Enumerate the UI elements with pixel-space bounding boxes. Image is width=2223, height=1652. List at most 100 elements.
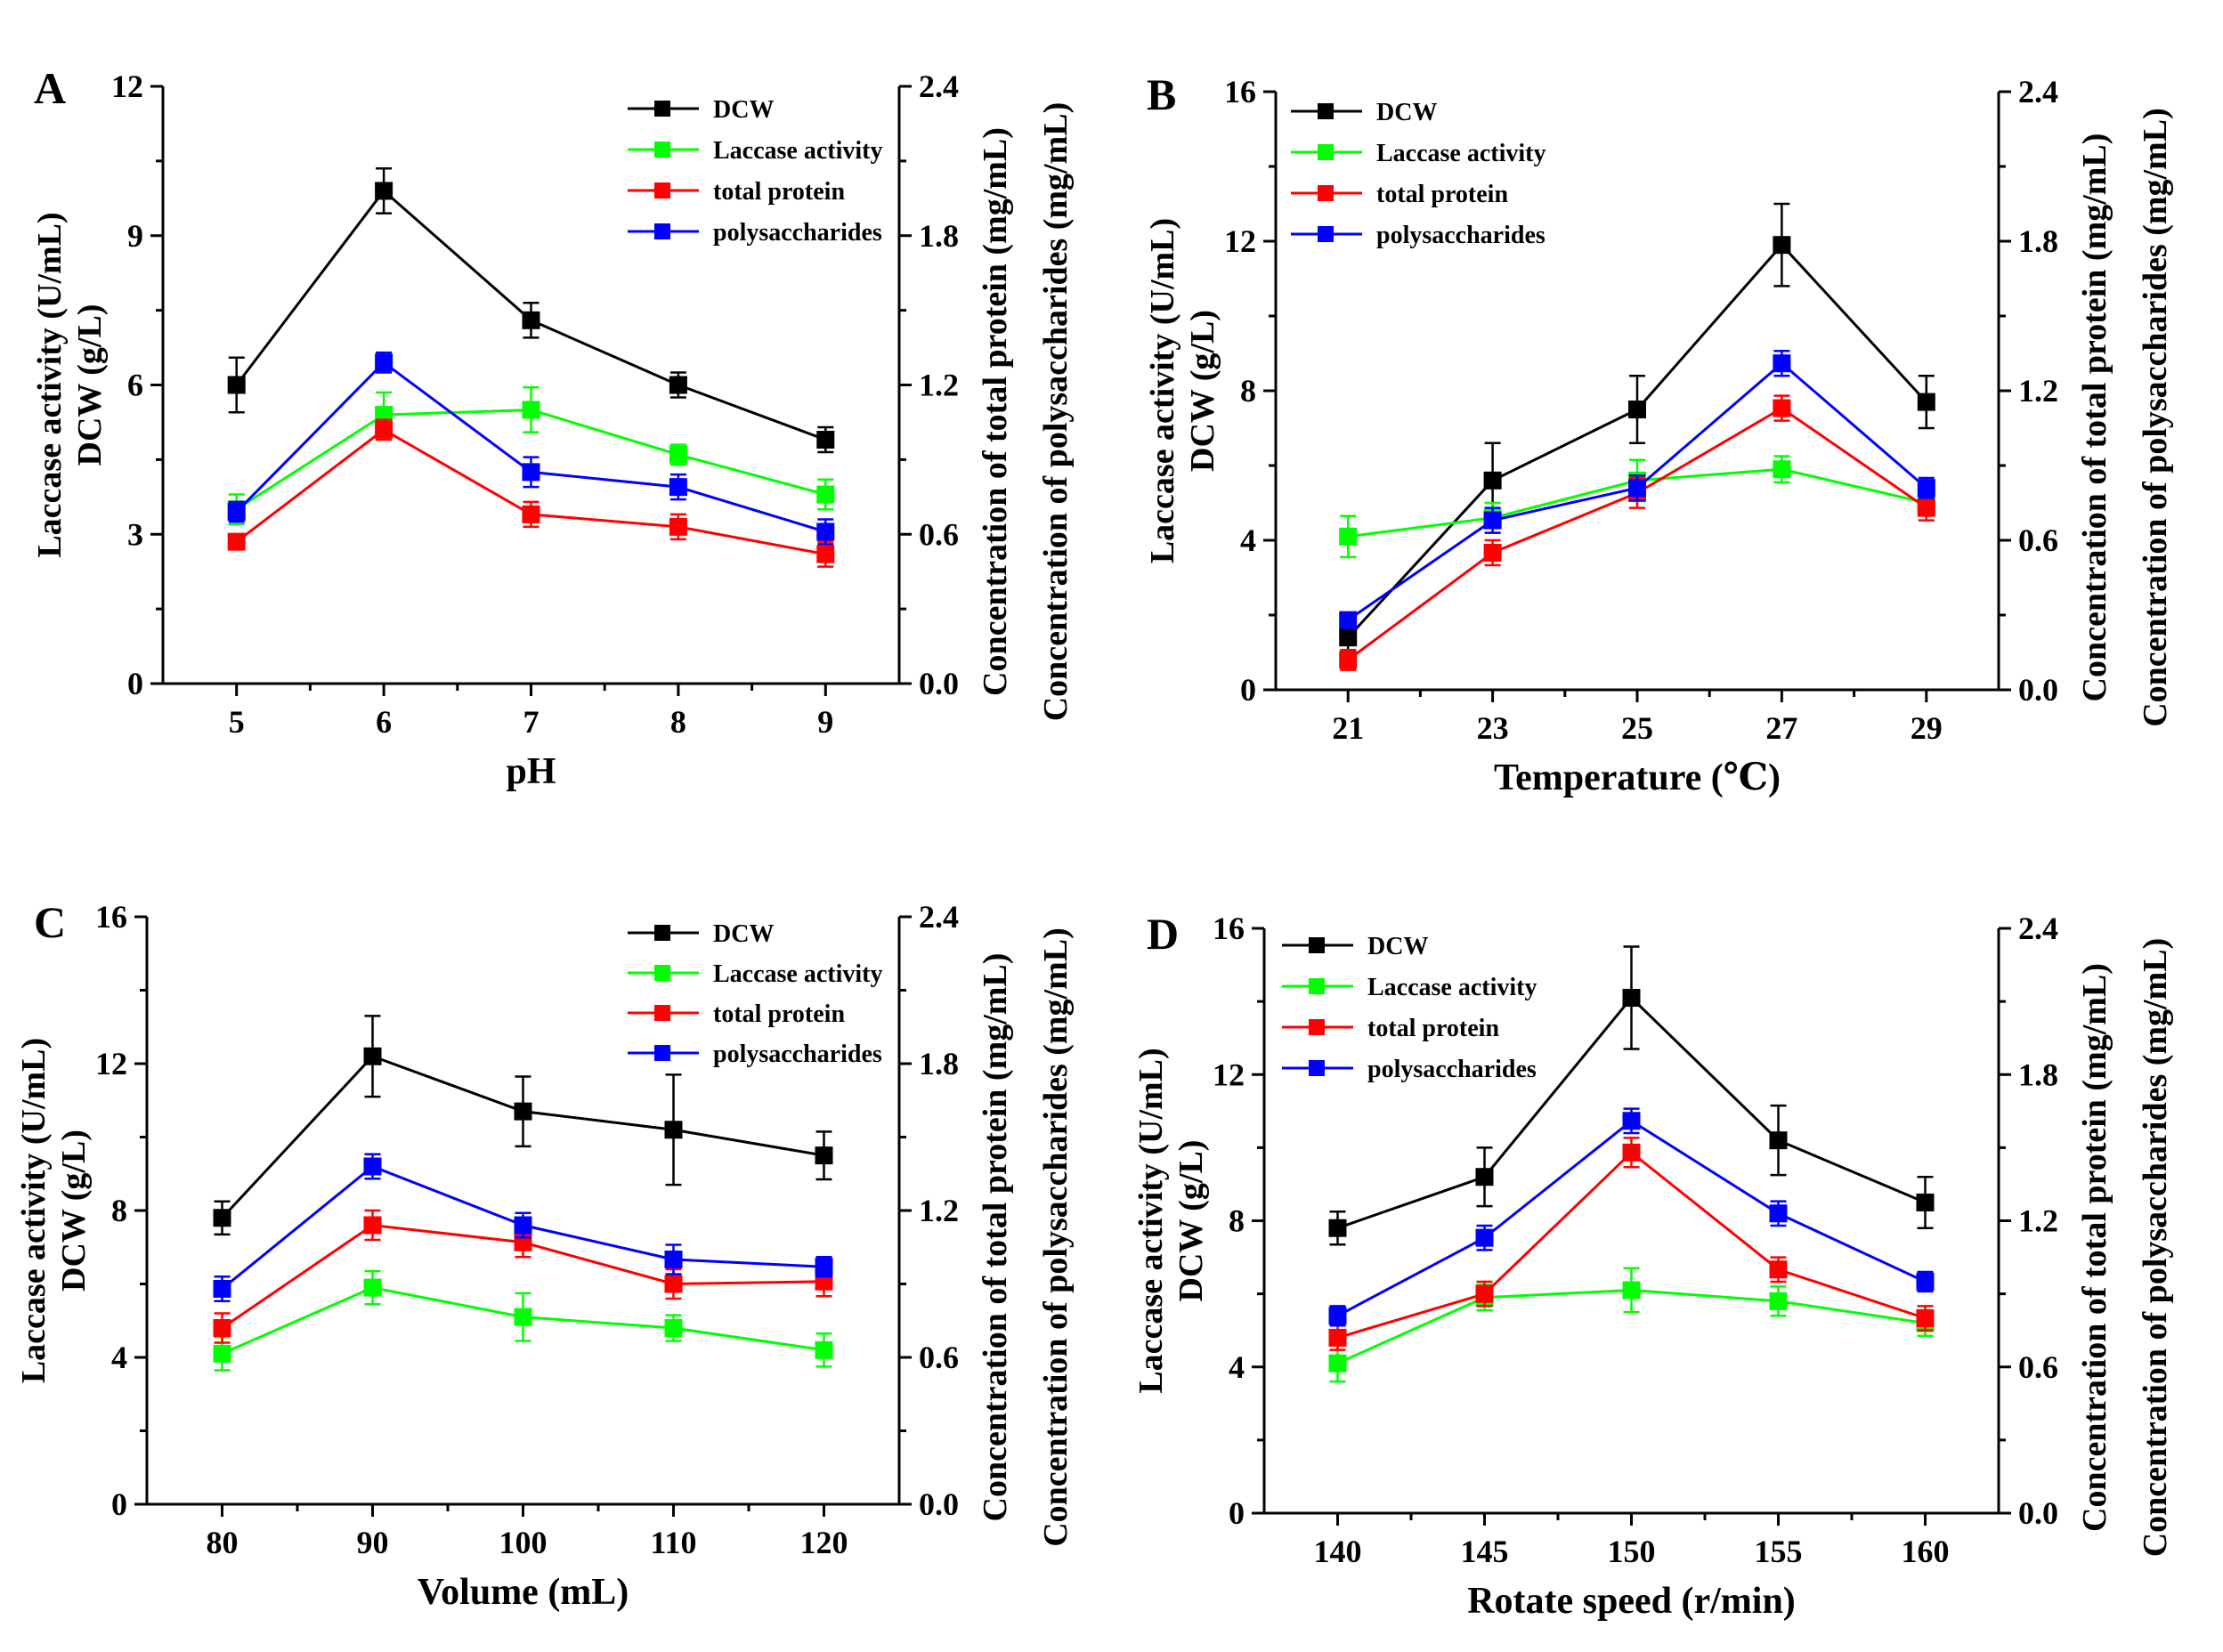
- legend-marker: [1309, 978, 1325, 994]
- x-tick-label: 110: [650, 1525, 696, 1560]
- data-point: [1328, 1219, 1347, 1237]
- x-tick-label: 6: [376, 704, 392, 740]
- legend-marker: [654, 1005, 670, 1021]
- data-point: [1917, 393, 1935, 411]
- legend-entry-poly: polysaccharides: [1367, 1056, 1537, 1083]
- panel-B: 0 4 8 12 16 0.0 0.6 1.2 1.8 2.4 21 23 25 27 29 Temperat…: [1144, 69, 2174, 798]
- data-point: [1622, 1112, 1641, 1130]
- legend-marker: [654, 965, 670, 981]
- x-tick-label: 29: [1911, 710, 1943, 746]
- data-point: [816, 545, 835, 563]
- y-left-tick-label: 6: [127, 368, 143, 403]
- y-right-tick-label: 2.4: [2018, 74, 2058, 109]
- y-right-tick-label: 0.0: [2018, 1495, 2058, 1531]
- data-point: [514, 1216, 532, 1235]
- y-left-tick-label: 4: [1229, 1349, 1245, 1385]
- data-point: [363, 1278, 382, 1297]
- x-tick-label: 150: [1608, 1534, 1656, 1569]
- x-tick-label: 8: [670, 704, 686, 740]
- y-right-tick-label: 0.6: [2018, 522, 2058, 558]
- data-point: [1916, 1193, 1935, 1211]
- y-right-tick-label: 0.6: [919, 1340, 959, 1375]
- data-point: [1339, 611, 1358, 629]
- x-axis-label: pH: [506, 751, 556, 792]
- data-point: [213, 1319, 231, 1337]
- legend-entry-protein: total protein: [713, 178, 845, 206]
- data-point: [213, 1209, 231, 1227]
- data-point: [522, 505, 540, 523]
- y-left-label-dcw: DCW (g/L): [1184, 310, 1221, 472]
- legend-entry-dcw: DCW: [713, 96, 774, 124]
- data-point: [1328, 1354, 1347, 1373]
- data-point: [669, 445, 687, 464]
- series-line: [235, 428, 826, 556]
- legend-marker: [654, 1045, 670, 1061]
- y-left-tick-label: 12: [1213, 1057, 1245, 1092]
- panel-C: 0 4 8 12 16 0.0 0.6 1.2 1.8 2.4 80 90 100 110 120 Volum…: [15, 897, 1075, 1613]
- series-laccase: [1328, 1267, 1935, 1383]
- y-left-tick-label: 16: [95, 899, 127, 935]
- data-point: [669, 376, 687, 394]
- x-axis-label: Temperature (℃): [1494, 757, 1781, 798]
- y-right-label-polysaccharides: Concentration of polysaccharides (mg/mL): [2137, 108, 2174, 727]
- y-right-tick-label: 2.4: [2018, 911, 2058, 946]
- series-dcw: [213, 1015, 833, 1236]
- x-tick-label: 140: [1314, 1534, 1362, 1569]
- data-point: [664, 1275, 683, 1293]
- data-point: [1328, 1328, 1347, 1347]
- x-tick-label: 25: [1621, 710, 1653, 746]
- data-point: [1773, 236, 1791, 255]
- legend-marker: [654, 925, 670, 941]
- y-right-tick-label: 1.2: [919, 368, 959, 403]
- y-right-tick-label: 1.8: [2018, 223, 2058, 259]
- x-tick-label: 160: [1902, 1534, 1950, 1569]
- legend-entry-laccase: Laccase activity: [1376, 140, 1546, 167]
- legend-marker: [1318, 144, 1334, 160]
- data-point: [1917, 479, 1935, 498]
- legend-marker: [1318, 103, 1334, 119]
- data-point: [227, 376, 246, 394]
- y-right-label-polysaccharides: Concentration of polysaccharides (mg/mL): [1037, 102, 1075, 722]
- data-point: [1483, 544, 1502, 562]
- data-point: [1622, 989, 1641, 1008]
- y-right-label-protein: Concentration of total protein (mg/mL): [977, 127, 1014, 696]
- data-point: [1475, 1284, 1494, 1303]
- x-tick-label: 100: [499, 1525, 548, 1560]
- legend-marker: [1318, 226, 1334, 242]
- y-right-tick-label: 1.8: [919, 218, 959, 254]
- data-point: [522, 311, 540, 329]
- series-dcw: [227, 167, 835, 454]
- x-axis-label: Rotate speed (r/min): [1467, 1581, 1796, 1622]
- legend-marker: [1309, 1060, 1325, 1076]
- data-point: [815, 1258, 833, 1276]
- y-left-tick-label: 12: [1224, 223, 1256, 259]
- data-point: [1622, 1281, 1641, 1300]
- series-dcw: [1328, 945, 1935, 1246]
- y-right-label-polysaccharides: Concentration of polysaccharides (mg/mL): [1037, 927, 1075, 1547]
- panel-letter: B: [1147, 69, 1176, 119]
- y-right-tick-label: 0.6: [2018, 1349, 2058, 1385]
- x-tick-label: 80: [207, 1525, 239, 1560]
- y-left-tick-label: 16: [1224, 74, 1256, 109]
- x-axis-label: Volume (mL): [418, 1572, 629, 1613]
- series-poly: [1328, 1107, 1935, 1327]
- series-line: [1347, 406, 1927, 661]
- data-point: [514, 1102, 532, 1121]
- data-point: [213, 1344, 231, 1363]
- y-right-label-polysaccharides: Concentration of polysaccharides (mg/mL): [2137, 938, 2174, 1558]
- y-left-tick-label: 4: [111, 1340, 127, 1375]
- data-point: [375, 182, 393, 200]
- data-point: [363, 1047, 382, 1065]
- x-tick-label: 7: [523, 704, 540, 740]
- y-left-tick-label: 16: [1213, 911, 1245, 946]
- y-right-label-protein: Concentration of total protein (mg/mL): [2076, 963, 2113, 1532]
- data-point: [227, 503, 246, 522]
- legend: DCW Laccase activity total protein polysacc…: [628, 920, 883, 1068]
- x-tick-label: 21: [1332, 710, 1364, 746]
- y-right-tick-label: 1.2: [919, 1193, 959, 1228]
- data-point: [1483, 471, 1502, 490]
- y-left-label-laccase: Laccase activity (U/mL): [1144, 218, 1181, 563]
- data-point: [1917, 498, 1935, 517]
- legend-entry-dcw: DCW: [1367, 933, 1428, 960]
